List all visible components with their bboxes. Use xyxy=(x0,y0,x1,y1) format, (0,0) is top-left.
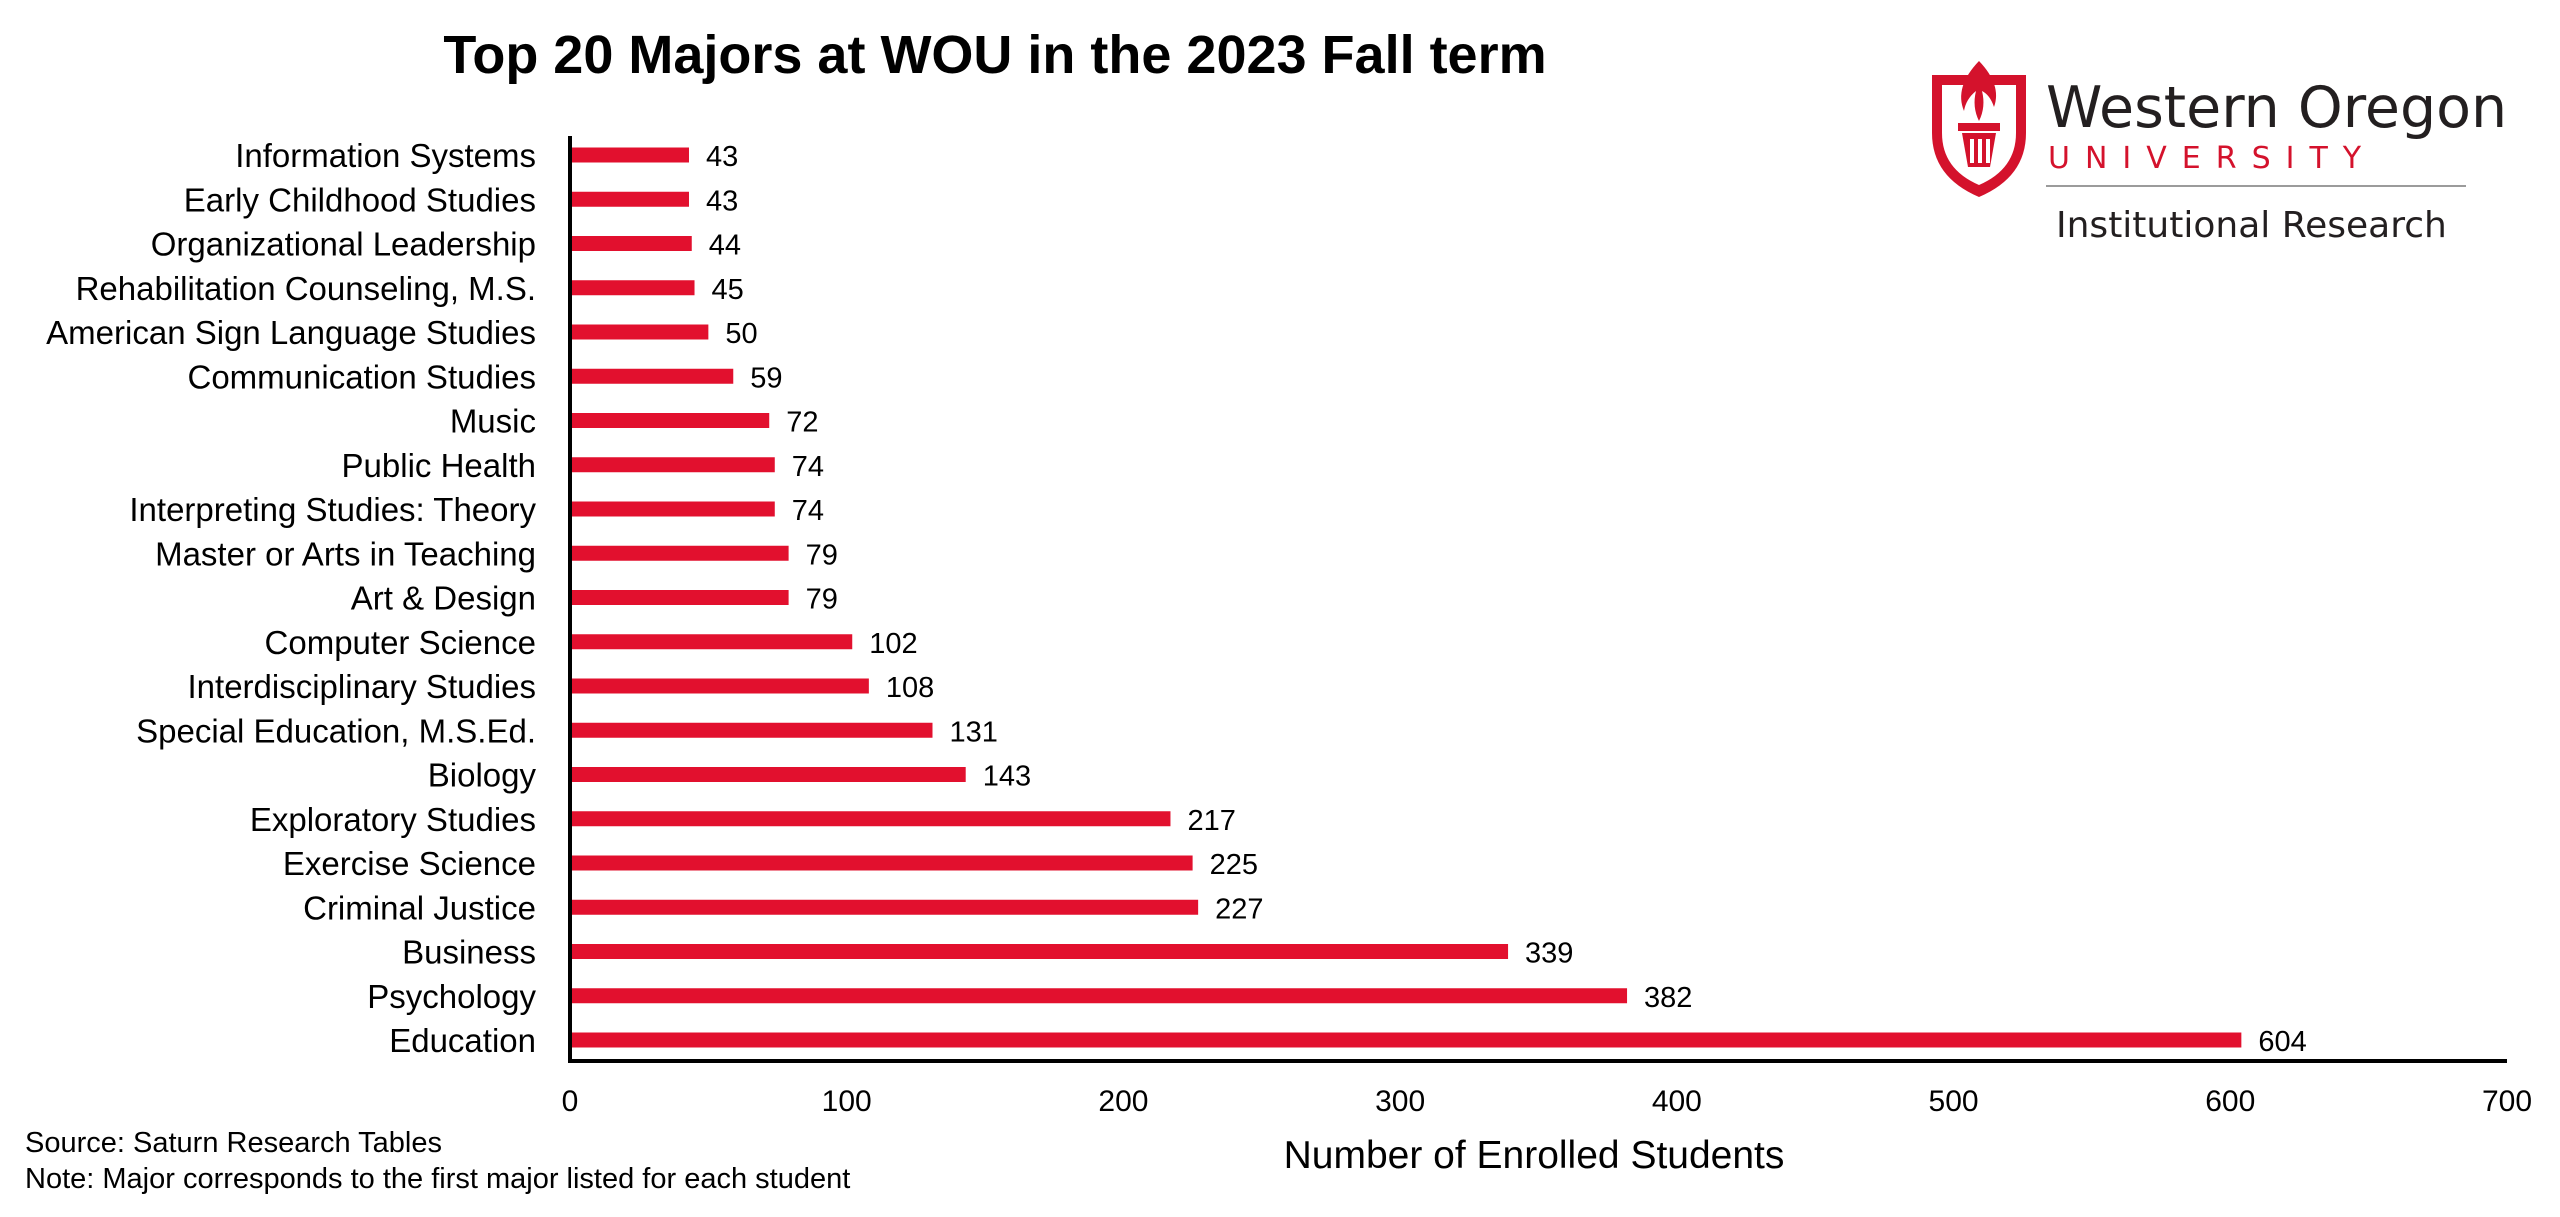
data-label: 382 xyxy=(1644,982,1692,1014)
data-label: 59 xyxy=(750,362,782,394)
logo-university: UNIVERSITY xyxy=(2048,141,2377,176)
bar xyxy=(572,236,692,251)
axes-layer xyxy=(568,136,2507,1063)
data-label: 217 xyxy=(1187,805,1235,837)
data-label: 74 xyxy=(792,495,824,527)
logo-department: Institutional Research xyxy=(2056,205,2447,246)
x-tick-label: 700 xyxy=(2482,1085,2532,1118)
x-tick-label: 500 xyxy=(1929,1085,1979,1118)
logo-divider xyxy=(2046,185,2466,187)
bar xyxy=(572,368,734,384)
bar xyxy=(572,324,709,340)
wou-logo: Western Oregon UNIVERSITY Institutional … xyxy=(1920,55,2520,255)
data-label: 604 xyxy=(2258,1026,2306,1058)
bar xyxy=(572,988,1628,1004)
category-label: Business xyxy=(402,934,536,971)
category-label: Organizational Leadership xyxy=(151,226,536,263)
x-tick-label: 100 xyxy=(822,1085,872,1118)
data-label: 143 xyxy=(983,761,1031,793)
bar xyxy=(572,545,789,561)
category-label: Exploratory Studies xyxy=(250,801,536,838)
logo-name: Western Oregon xyxy=(2046,75,2508,141)
category-label: Exercise Science xyxy=(283,845,536,882)
category-label: American Sign Language Studies xyxy=(46,314,536,351)
data-label: 43 xyxy=(706,185,738,217)
source-note: Source: Saturn Research Tables xyxy=(25,1127,442,1159)
bar xyxy=(572,944,1509,959)
data-label: 225 xyxy=(1210,849,1258,881)
bars-layer xyxy=(572,147,2242,1048)
data-label: 50 xyxy=(725,318,757,350)
data-label: 44 xyxy=(709,230,741,262)
bar xyxy=(572,280,695,296)
category-label: Information Systems xyxy=(235,137,536,174)
bar xyxy=(572,634,853,650)
x-axis-title: Number of Enrolled Students xyxy=(1284,1134,1785,1177)
category-label: Art & Design xyxy=(351,580,536,617)
chart-title-text: Top 20 Majors at WOU in the 2023 Fall te… xyxy=(443,25,1547,85)
data-label: 227 xyxy=(1215,893,1263,925)
category-label: Psychology xyxy=(367,978,536,1015)
data-label: 74 xyxy=(792,451,824,483)
data-label: 131 xyxy=(949,716,997,748)
category-label: Rehabilitation Counseling, M.S. xyxy=(76,270,536,307)
category-label: Interpreting Studies: Theory xyxy=(129,491,536,528)
x-tick-label: 400 xyxy=(1652,1085,1702,1118)
bar xyxy=(572,191,689,207)
category-label: Special Education, M.S.Ed. xyxy=(136,712,536,749)
x-tick-label: 0 xyxy=(562,1085,579,1118)
x-tick-label: 200 xyxy=(1098,1085,1148,1118)
bar xyxy=(572,899,1199,915)
category-label: Master or Arts in Teaching xyxy=(155,535,536,572)
category-label: Biology xyxy=(428,757,537,794)
bar xyxy=(572,413,770,428)
category-label: Interdisciplinary Studies xyxy=(188,668,537,705)
data-label: 79 xyxy=(806,539,838,571)
data-label: 72 xyxy=(786,407,818,439)
category-label: Music xyxy=(450,403,536,440)
bar xyxy=(572,811,1171,827)
bar xyxy=(572,722,933,738)
bar xyxy=(572,457,775,473)
data-label: 102 xyxy=(869,628,917,660)
bar xyxy=(572,1032,2242,1048)
data-label: 45 xyxy=(712,274,744,306)
bar xyxy=(572,147,689,163)
labels-layer: Information Systems 43 Early Childhood Stu… xyxy=(46,137,2532,1118)
x-tick-label: 600 xyxy=(2205,1085,2255,1118)
bar xyxy=(572,855,1193,871)
bar xyxy=(572,678,869,694)
major-note: Note: Major corresponds to the first maj… xyxy=(25,1163,851,1195)
category-label: Public Health xyxy=(342,447,536,484)
category-label: Education xyxy=(389,1022,536,1059)
data-label: 79 xyxy=(806,584,838,616)
category-label: Early Childhood Studies xyxy=(184,181,536,218)
data-label: 339 xyxy=(1525,938,1573,970)
category-label: Criminal Justice xyxy=(303,889,536,926)
bar xyxy=(572,767,966,782)
chart-title: Top 20 Majors at WOU in the 2023 Fall te… xyxy=(0,24,2560,86)
category-label: Computer Science xyxy=(265,624,536,661)
category-label: Communication Studies xyxy=(188,358,537,395)
data-label: 108 xyxy=(886,672,934,704)
torch-shield-icon xyxy=(1932,61,2026,197)
bar xyxy=(572,590,789,605)
bar xyxy=(572,501,775,517)
x-tick-label: 300 xyxy=(1375,1085,1425,1118)
data-label: 43 xyxy=(706,141,738,173)
